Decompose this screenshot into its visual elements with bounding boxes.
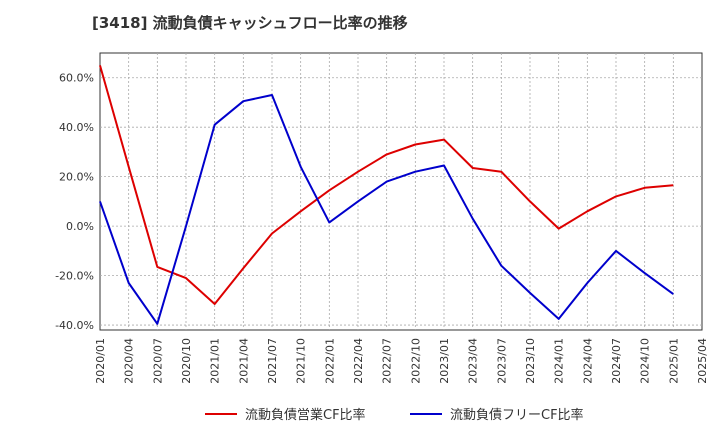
series-line-1 [99,65,674,305]
x-tick-label: 2021/07 [266,338,279,384]
legend: 流動負債営業CF比率 流動負債フリーCF比率 [205,407,584,423]
x-tick-label: 2025/01 [667,338,680,384]
y-tick-label: 40.0% [59,121,94,134]
x-tick-label: 2021/04 [237,338,250,384]
x-tick-label: 2024/04 [581,338,594,384]
series-line-2 [99,94,674,325]
y-tick-label: 60.0% [59,72,94,85]
x-tick-label: 2022/07 [381,338,394,384]
x-tick-label: 2020/01 [94,338,107,384]
x-tick-label: 2020/10 [180,338,193,384]
x-tick-label: 2025/04 [696,338,709,384]
y-tick-label: -20.0% [55,270,94,283]
x-tick-label: 2024/01 [553,338,566,384]
legend-label-1: 流動負債営業CF比率 [245,407,366,423]
y-tick-label: -40.0% [55,319,94,332]
x-tick-label: 2024/07 [610,338,623,384]
plot-area [99,52,703,331]
x-tick-label: 2023/01 [438,338,451,384]
y-tick-label: 0.0% [66,220,94,233]
y-axis-ticks: -40.0% -20.0% 0.0% 20.0% 40.0% 60.0% [55,72,94,332]
x-tick-label: 2023/04 [467,338,480,384]
x-tick-label: 2020/07 [151,338,164,384]
x-tick-label: 2022/04 [352,338,365,384]
chart-title: [3418] 流動負債キャッシュフロー比率の推移 [92,14,408,32]
x-tick-label: 2020/04 [123,338,136,384]
x-axis-ticks: 2020/01 2020/04 2020/07 2020/10 2021/01 2021/… [94,338,709,384]
x-tick-label: 2023/10 [524,338,537,384]
series-lines [99,65,674,325]
x-tick-label: 2021/10 [295,338,308,384]
x-tick-label: 2024/10 [639,338,652,384]
x-tick-label: 2022/01 [323,338,336,384]
x-tick-label: 2021/01 [209,338,222,384]
y-tick-label: 20.0% [59,171,94,184]
x-tick-label: 2022/10 [409,338,422,384]
legend-label-2: 流動負債フリーCF比率 [450,407,584,423]
x-tick-label: 2023/07 [495,338,508,384]
